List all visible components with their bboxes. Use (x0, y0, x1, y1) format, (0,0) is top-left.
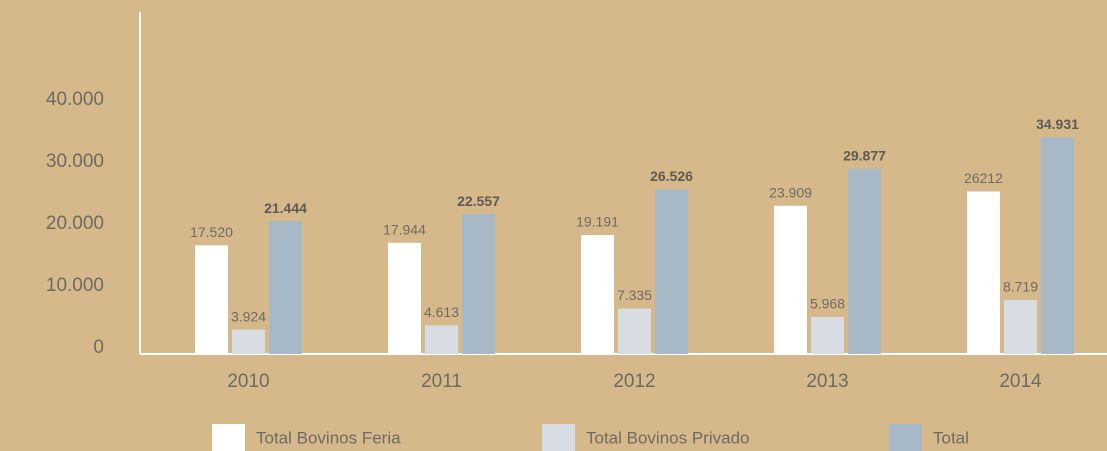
data-label: 26.526 (650, 168, 693, 184)
data-label: 4.613 (424, 304, 459, 320)
data-label: 23.909 (769, 184, 812, 200)
bar (774, 205, 807, 354)
data-label: 17.944 (383, 221, 426, 237)
x-tick-label: 2014 (999, 371, 1042, 392)
y-tick-label: 30.000 (46, 151, 104, 172)
bar (388, 242, 421, 354)
bar (967, 191, 1000, 354)
legend-label: Total (933, 428, 969, 447)
bar (848, 168, 881, 354)
legend-swatch (889, 424, 922, 451)
data-label: 26212 (964, 170, 1003, 186)
data-label: 19.191 (576, 214, 619, 230)
legend-label: Total Bovinos Privado (586, 428, 749, 447)
legend-swatch (542, 424, 575, 451)
x-tick-label: 2011 (421, 371, 462, 392)
bar (1041, 137, 1074, 354)
legend-label: Total Bovinos Feria (256, 428, 401, 447)
bar (269, 221, 302, 354)
data-label: 8.719 (1003, 279, 1038, 295)
bar (811, 316, 844, 354)
bar (1004, 299, 1037, 354)
data-label: 22.557 (457, 193, 500, 209)
data-label: 3.924 (231, 308, 266, 324)
data-label: 34.931 (1036, 116, 1079, 132)
legend-swatch (212, 424, 245, 451)
bar (618, 308, 651, 354)
data-label: 5.968 (810, 296, 845, 312)
x-tick-label: 2010 (227, 371, 269, 392)
bar (195, 245, 228, 354)
data-label: 29.877 (843, 147, 886, 163)
data-label: 17.520 (190, 224, 233, 240)
y-tick-label: 20.000 (46, 213, 104, 234)
bar (232, 329, 265, 354)
x-tick-label: 2012 (613, 371, 655, 392)
bar (655, 189, 688, 354)
data-label: 7.335 (617, 287, 652, 303)
bar (462, 214, 495, 354)
x-tick-label: 2013 (806, 371, 848, 392)
bar (581, 235, 614, 354)
y-tick-label: 10.000 (46, 275, 104, 296)
y-tick-label: 40.000 (46, 89, 104, 110)
data-label: 21.444 (264, 200, 307, 216)
bar (425, 325, 458, 354)
y-tick-label: 0 (93, 337, 104, 358)
